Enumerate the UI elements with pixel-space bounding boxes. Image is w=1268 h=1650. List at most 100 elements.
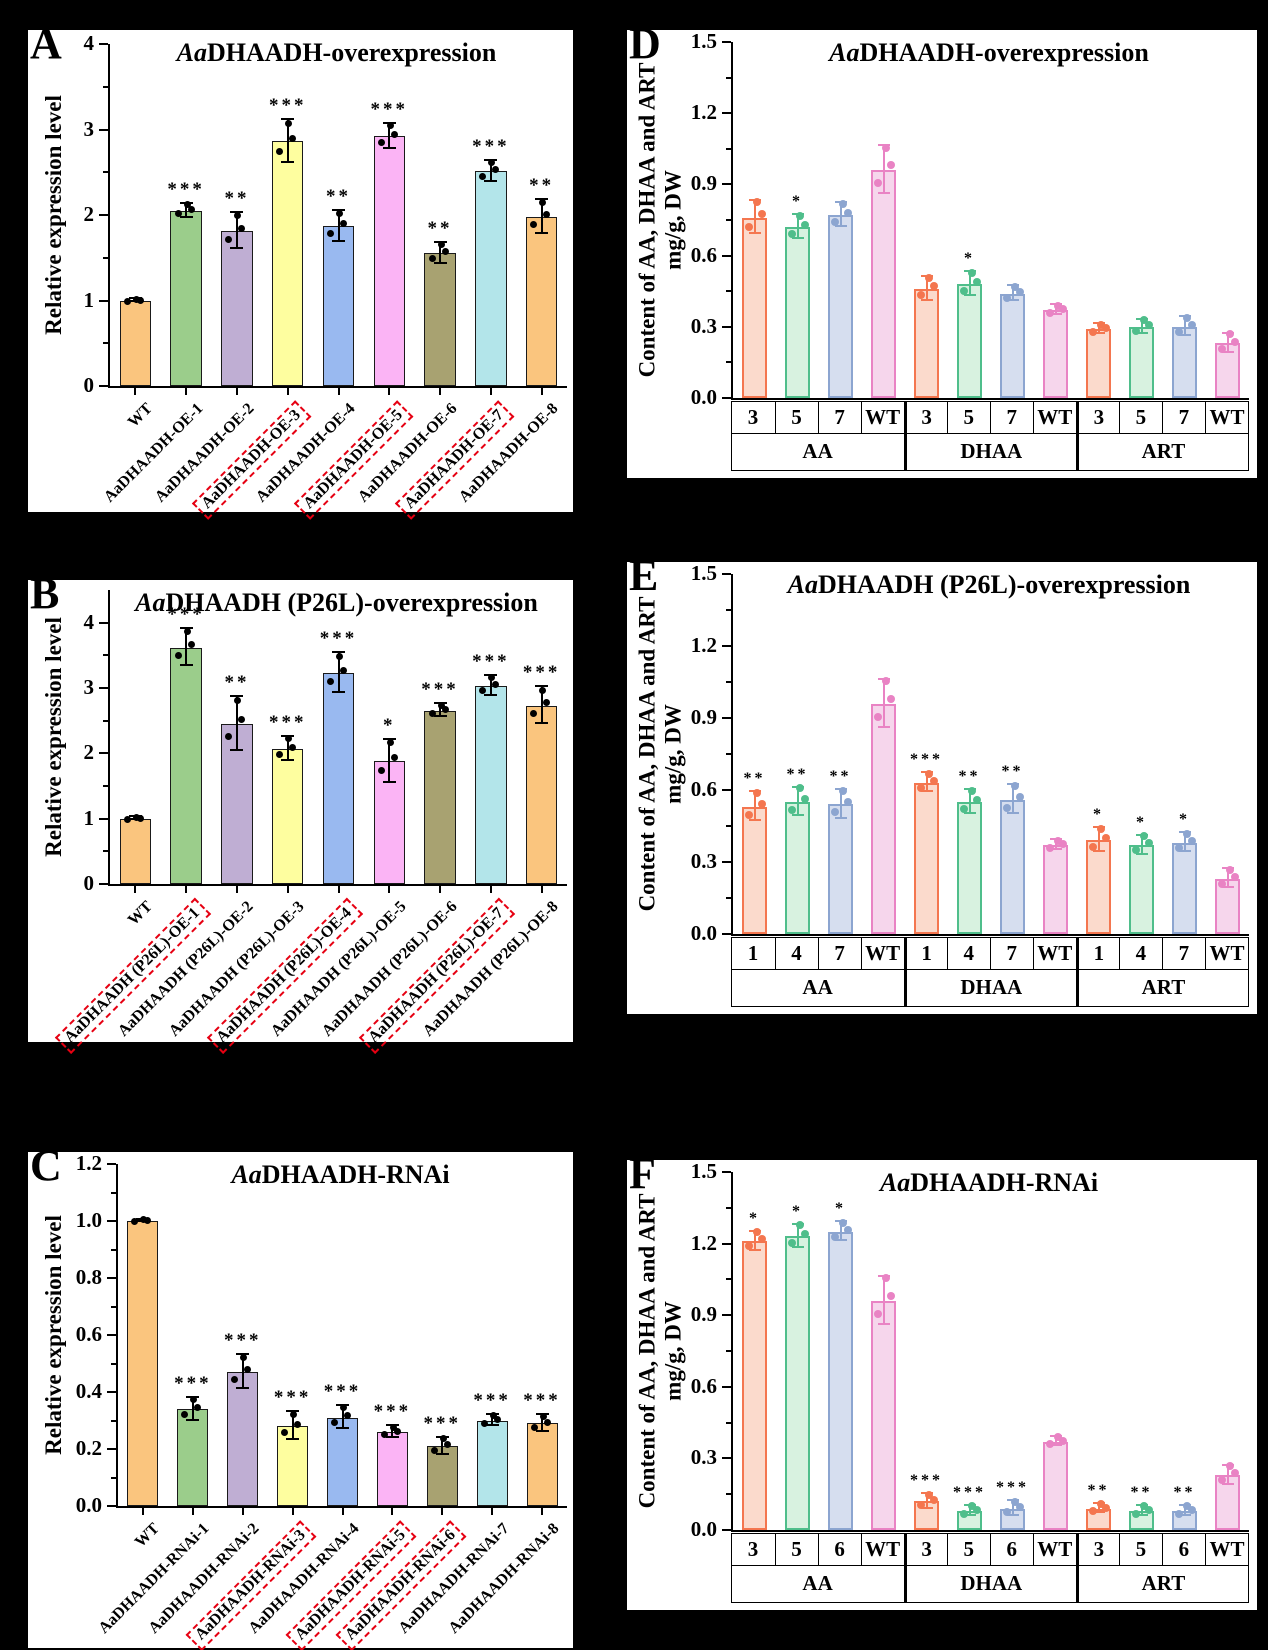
data-point: [886, 694, 895, 703]
bar: [271, 748, 304, 884]
y-minor-tick: [111, 1305, 116, 1308]
data-point: [238, 716, 246, 724]
x-tick: [341, 1506, 344, 1515]
significance-stars: *: [1093, 806, 1104, 824]
data-point: [881, 1274, 890, 1283]
x-table-sample-row: 3 5 6 WT 3 5 6 WT 3 5 6 WT: [730, 1532, 1249, 1567]
error-bar-cap: [1135, 331, 1148, 334]
title-italic: Aa: [231, 1160, 262, 1189]
y-minor-tick: [726, 825, 731, 827]
error-bar: [185, 629, 188, 666]
table-cell-sample: 6: [1161, 1533, 1205, 1566]
bar: [1128, 845, 1155, 934]
significance-stars: ***: [268, 95, 307, 117]
error-bar: [1097, 324, 1100, 334]
data-point: [492, 166, 500, 174]
error-bar: [1097, 1503, 1100, 1514]
panel-A: A AaDHAADH-overexpression Relative expre…: [28, 22, 573, 520]
x-tick: [337, 884, 340, 893]
table-cell-group-label: AA: [731, 1565, 904, 1602]
significance-stars: **: [224, 671, 250, 693]
x-tick: [235, 386, 238, 395]
error-bar: [796, 787, 799, 817]
data-point: [1088, 327, 1097, 336]
data-point: [479, 686, 487, 694]
table-cell-sample: 4: [1118, 937, 1162, 970]
bar: [784, 1236, 811, 1530]
x-tick: [391, 1506, 394, 1515]
significance-stars: ***: [472, 651, 510, 673]
error-bar: [388, 123, 391, 150]
y-tick-label: 0.6: [690, 242, 717, 267]
error-bar-cap: [385, 1435, 399, 1438]
data-point: [281, 1429, 289, 1437]
data-point: [190, 1395, 198, 1403]
error-bar-cap: [1221, 350, 1234, 353]
x-tick: [439, 386, 442, 395]
table-cell-sample: 7: [989, 937, 1033, 970]
significance-stars: *: [964, 250, 975, 268]
error-bar: [1054, 840, 1057, 850]
data-point: [380, 1430, 388, 1438]
data-point: [838, 786, 847, 795]
data-point: [1010, 781, 1019, 790]
panel-letter-E: E: [629, 551, 659, 600]
data-point: [181, 1410, 189, 1418]
data-point: [377, 138, 385, 146]
significance-stars: **: [1087, 1481, 1110, 1499]
data-point: [1002, 293, 1011, 302]
error-bar: [191, 1397, 194, 1421]
data-point: [187, 641, 195, 649]
data-point: [1053, 1433, 1062, 1442]
data-point: [144, 1217, 152, 1225]
bar: [827, 1231, 854, 1530]
data-point: [543, 699, 551, 707]
title-text: DHAADH (P26L)-overexpression: [165, 588, 538, 617]
data-point: [1144, 1505, 1153, 1514]
error-bar: [925, 773, 928, 793]
y-tick-label: 2: [83, 740, 95, 765]
bar: [1085, 840, 1112, 934]
data-point: [1131, 1509, 1140, 1518]
table-cell-sample: 5: [774, 401, 818, 434]
y-tick-label: 0.9: [690, 705, 717, 729]
data-point: [787, 805, 796, 814]
significance-stars: ***: [223, 1329, 262, 1351]
y-tick-label: 2: [83, 202, 95, 226]
data-point: [1096, 1500, 1105, 1508]
error-bar-cap: [963, 293, 976, 296]
significance-stars: *: [383, 714, 396, 736]
bar: [170, 210, 202, 386]
error-bar-cap: [484, 179, 498, 182]
significance-stars: ***: [953, 1484, 986, 1502]
data-point: [377, 767, 385, 775]
bar: [956, 802, 983, 934]
significance-stars: *: [792, 193, 803, 211]
table-cell-sample: 7: [1161, 937, 1205, 970]
data-point: [924, 1490, 933, 1499]
data-point: [225, 732, 233, 740]
significance-stars: *: [749, 1209, 760, 1227]
table-cell-group-label: DHAA: [903, 969, 1076, 1006]
data-point: [1174, 1509, 1183, 1518]
error-bar-cap: [535, 231, 549, 234]
error-bar-cap: [748, 1248, 761, 1251]
error-bar: [882, 679, 885, 728]
data-point: [972, 1505, 981, 1514]
y-tick-label: 1: [83, 805, 95, 830]
significance-stars: ***: [167, 178, 205, 200]
data-point: [430, 1446, 438, 1454]
error-bar-cap: [1092, 1511, 1105, 1514]
table-cell-group-label: DHAA: [903, 433, 1076, 470]
bar: [870, 1300, 897, 1530]
data-point: [1002, 803, 1011, 812]
error-bar-cap: [336, 1427, 349, 1430]
data-point: [1174, 844, 1183, 853]
plot-area-B: 0 1 2 3 4 WT *** AaDHAADH (P26L)-OE-1 ** AaDHAADH…: [54, 590, 567, 1054]
data-point: [386, 739, 394, 747]
y-tick-label: 3: [83, 116, 95, 141]
error-bar-cap: [834, 816, 847, 819]
y-major-tick: [722, 1385, 731, 1388]
data-point: [881, 676, 890, 685]
y-major-tick: [722, 789, 731, 791]
